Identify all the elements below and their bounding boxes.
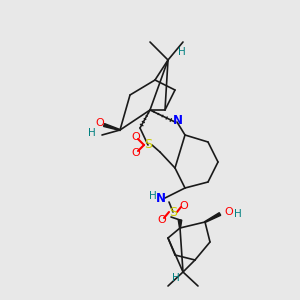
Polygon shape — [103, 124, 120, 130]
Text: N: N — [173, 113, 183, 127]
Polygon shape — [205, 213, 221, 222]
Text: S: S — [169, 206, 177, 218]
Text: O: O — [225, 207, 233, 217]
Text: S: S — [144, 139, 152, 152]
Text: H: H — [178, 47, 186, 57]
Text: O: O — [180, 201, 188, 211]
Text: O: O — [132, 148, 140, 158]
Text: O: O — [132, 132, 140, 142]
Text: H: H — [149, 191, 157, 201]
Polygon shape — [178, 220, 182, 228]
Text: H: H — [234, 209, 242, 219]
Text: H: H — [88, 128, 96, 138]
Text: O: O — [96, 118, 104, 128]
Text: N: N — [156, 191, 166, 205]
Text: H: H — [172, 273, 180, 283]
Text: O: O — [158, 215, 166, 225]
